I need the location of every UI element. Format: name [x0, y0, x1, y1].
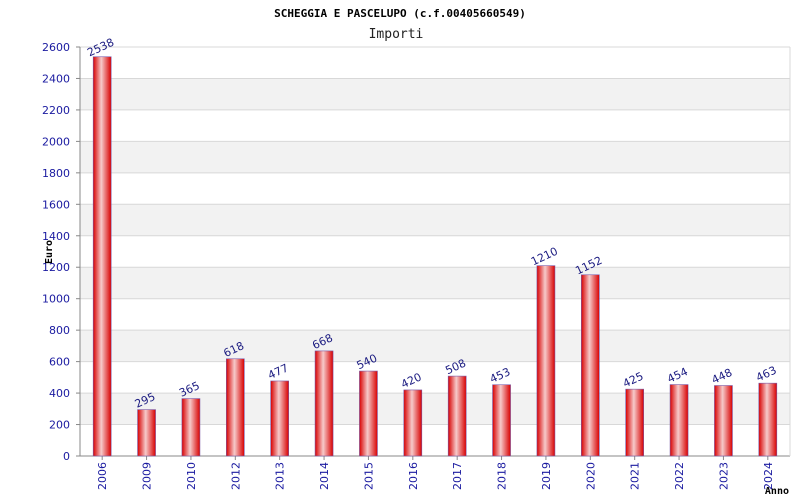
plot-band: [80, 172, 790, 205]
y-tick-label: 1200: [42, 261, 70, 274]
x-tick-label-2020: 2020: [584, 462, 597, 490]
y-tick-label: 2400: [42, 72, 70, 85]
chart-subtitle: Importi: [369, 27, 424, 42]
y-tick-label: 1400: [42, 230, 70, 243]
bar-2017: [447, 375, 467, 457]
x-tick-label-2006: 2006: [96, 462, 109, 490]
bar-2023: [714, 385, 733, 457]
x-tick-label-2014: 2014: [318, 462, 331, 490]
plot-band: [80, 204, 790, 236]
bar-2022: [669, 384, 689, 457]
x-tick-label-2019: 2019: [540, 462, 553, 490]
x-tick-label-2009: 2009: [141, 462, 154, 490]
bar-2019: [536, 265, 556, 457]
x-tick-label-2017: 2017: [451, 462, 464, 490]
y-axis-label: Euro: [44, 240, 55, 264]
bar-2018: [492, 384, 511, 457]
plot-band: [80, 47, 790, 79]
bars: [92, 56, 778, 457]
y-tick-label: 2600: [42, 41, 70, 54]
bar-2021: [625, 388, 644, 457]
chart-title: SCHEGGIA E PASCELUPO (c.f.00405660549): [274, 7, 526, 20]
x-tick-label-2022: 2022: [673, 462, 686, 490]
y-tick-label: 2000: [42, 135, 70, 148]
bar-2009: [137, 409, 156, 457]
bar-2013: [270, 380, 289, 457]
x-tick-label-2021: 2021: [629, 462, 642, 490]
y-tick-label: 2200: [42, 104, 70, 117]
plot-band: [80, 267, 790, 299]
bar-2006: [92, 56, 112, 457]
bar-2024: [758, 382, 778, 457]
x-tick-label-2015: 2015: [362, 462, 375, 490]
bar-2010: [181, 398, 201, 457]
y-tick-label: 1800: [42, 167, 70, 180]
x-tick-label-2013: 2013: [274, 462, 287, 490]
bar-2020: [581, 274, 600, 457]
y-tick-labels: 0 200 400 600 800 1000 1200 1400 1600 1800 2000 220…: [42, 41, 70, 463]
y-tick-label: 1000: [42, 293, 70, 306]
x-axis-label: Anno: [765, 486, 789, 497]
bar-2016: [403, 389, 423, 457]
bar-2015: [359, 370, 378, 457]
x-tick-label-2010: 2010: [185, 462, 198, 490]
bar-2014: [314, 350, 334, 457]
y-tick-label: 200: [49, 419, 70, 432]
bar-2012: [226, 358, 245, 457]
plot-band: [80, 109, 790, 142]
x-tick-label-2023: 2023: [717, 462, 730, 490]
x-tick-labels: 2006 2009 2010 2012 2013 2014 2015 2016 2017 2018…: [96, 462, 775, 490]
y-tick-label: 0: [63, 450, 70, 463]
y-tick-label: 1600: [42, 198, 70, 211]
x-tick-label-2012: 2012: [229, 462, 242, 490]
y-tick-label: 600: [49, 356, 70, 369]
plot-band: [80, 330, 790, 362]
x-tick-label-2024: 2024: [762, 462, 775, 490]
y-tick-label: 400: [49, 387, 70, 400]
y-tick-label: 800: [49, 324, 70, 337]
plot-band: [80, 141, 790, 173]
plot-band: [80, 298, 790, 331]
plot-band: [80, 235, 790, 268]
x-tick-label-2016: 2016: [407, 462, 420, 490]
plot-band: [80, 78, 790, 110]
x-tick-label-2018: 2018: [496, 462, 509, 490]
